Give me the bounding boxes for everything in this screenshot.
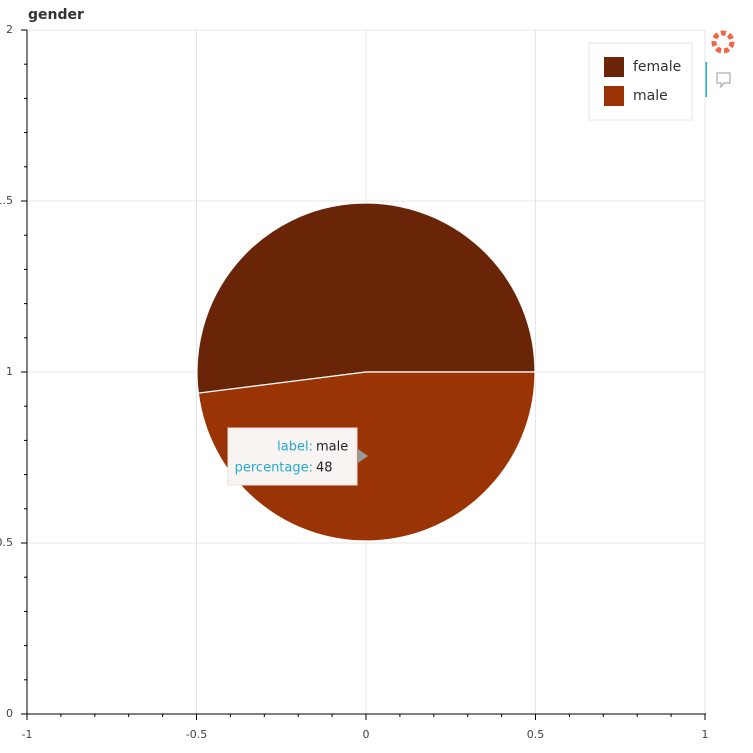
x-tick-label: -1 [22,728,33,741]
x-tick-label: 0.5 [527,728,545,741]
legend-box [588,42,693,121]
tooltip-arrow [358,449,368,463]
toolbar [705,30,735,97]
hover-tool-icon[interactable] [716,72,731,89]
legend-swatch [604,57,624,77]
tooltip-field-label: percentage: [235,461,313,476]
tooltip-value: 48 [316,461,333,476]
pie-slice [196,202,536,394]
legend-label: male [633,88,668,104]
tooltip-field-label: label: [277,440,313,455]
x-tick-label: -0.5 [186,728,207,741]
y-tick-label: 1.5 [0,194,13,207]
y-tick-label: 0 [6,707,13,720]
y-tick-label: 1 [6,365,13,378]
tooltip-value: male [316,440,348,455]
legend: female male [588,42,693,121]
chart-title: gender [28,7,84,23]
y-tick-label: 0.5 [0,536,13,549]
logo-icon[interactable] [711,30,735,54]
x-tick-label: 0 [363,728,370,741]
tooltip-box [227,427,358,486]
legend-swatch [604,86,624,106]
legend-label: female [633,59,681,75]
tooltip: label: percentage:male 48 [227,427,368,486]
x-tick-label: 1 [702,728,709,741]
y-tick-label: 2 [6,23,13,36]
